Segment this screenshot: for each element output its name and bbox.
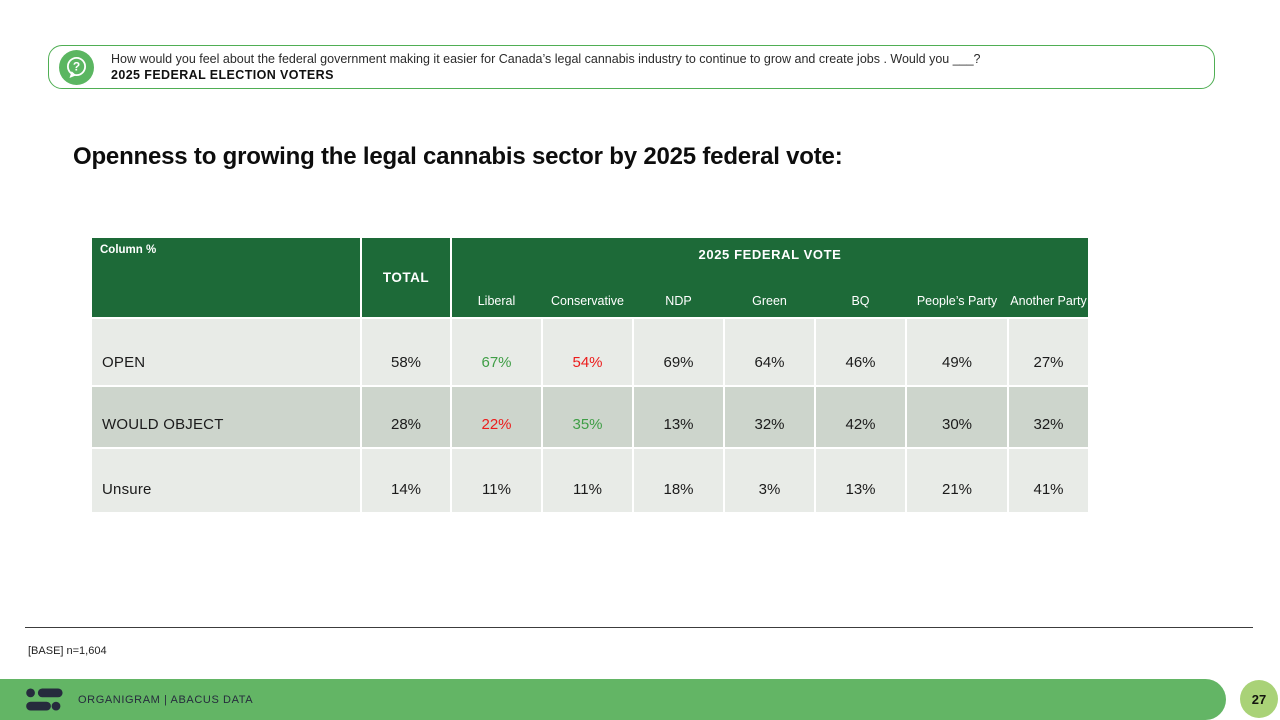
table-cell: 13%: [816, 449, 905, 512]
footer-brand: ORGANIGRAM | ABACUS DATA: [78, 693, 254, 706]
table-cell: 13%: [634, 387, 723, 447]
table-cell-total: 28%: [362, 387, 450, 447]
table-row-open: OPEN 58% 67% 54% 69% 64% 46% 49% 27%: [92, 319, 1091, 385]
table-cell: 46%: [816, 319, 905, 385]
question-audience: 2025 FEDERAL ELECTION VOTERS: [111, 67, 334, 82]
question-box: ? How would you feel about the federal g…: [48, 45, 1215, 89]
party-column-headers: Liberal Conservative NDP Green BQ People…: [452, 262, 1088, 317]
question-mark-icon: ?: [59, 50, 94, 85]
row-label: Unsure: [92, 449, 360, 512]
table-cell: 64%: [725, 319, 814, 385]
table-header: Column % TOTAL 2025 FEDERAL VOTE Liberal…: [92, 238, 1091, 317]
footnote-divider: [25, 627, 1253, 628]
column-header-bq: BQ: [851, 294, 870, 308]
table-cell: 67%: [452, 319, 541, 385]
table-cell: 27%: [1009, 319, 1088, 385]
row-label: OPEN: [92, 319, 360, 385]
table-cell: 69%: [634, 319, 723, 385]
page-title: Openness to growing the legal cannabis s…: [73, 143, 843, 170]
column-header-liberal: Liberal: [477, 294, 516, 308]
table-cell: 54%: [543, 319, 632, 385]
results-table: Column % TOTAL 2025 FEDERAL VOTE Liberal…: [92, 238, 1091, 514]
table-cell: 11%: [543, 449, 632, 512]
table-cell: 42%: [816, 387, 905, 447]
table-row-unsure: Unsure 14% 11% 11% 18% 3% 13% 21% 41%: [92, 449, 1091, 512]
column-header-green: Green: [752, 294, 787, 308]
row-label: WOULD OBJECT: [92, 387, 360, 447]
table-cell: 35%: [543, 387, 632, 447]
question-text: How would you feel about the federal gov…: [111, 51, 981, 84]
column-header-conservative: Conservative: [551, 294, 624, 308]
table-cell: 32%: [1009, 387, 1088, 447]
column-header-peoples-party: People’s Party: [916, 294, 998, 308]
vote-group-title: 2025 FEDERAL VOTE: [698, 247, 842, 262]
table-row-would-object: WOULD OBJECT 28% 22% 35% 13% 32% 42% 30%…: [92, 387, 1091, 447]
table-cell: 21%: [907, 449, 1007, 512]
question-line: How would you feel about the federal gov…: [111, 51, 981, 66]
table-cell: 18%: [634, 449, 723, 512]
table-cell: 41%: [1009, 449, 1088, 512]
footer-bar: ORGANIGRAM | ABACUS DATA: [0, 679, 1226, 720]
base-note: [BASE] n=1,604: [28, 645, 107, 657]
column-header-another-party: Another Party: [1010, 294, 1087, 308]
column-header-ndp: NDP: [665, 294, 692, 308]
table-cell-total: 58%: [362, 319, 450, 385]
abacus-logo-icon: [26, 688, 63, 711]
table-corner-label: Column %: [92, 238, 360, 317]
table-cell: 3%: [725, 449, 814, 512]
table-cell: 22%: [452, 387, 541, 447]
table-cell-total: 14%: [362, 449, 450, 512]
table-cell: 30%: [907, 387, 1007, 447]
vote-group-header: 2025 FEDERAL VOTE Liberal Conservative N…: [452, 238, 1088, 317]
page-number-badge: 27: [1240, 680, 1278, 718]
table-cell: 32%: [725, 387, 814, 447]
table-cell: 11%: [452, 449, 541, 512]
total-column-header: TOTAL: [362, 238, 450, 317]
table-cell: 49%: [907, 319, 1007, 385]
svg-text:?: ?: [73, 60, 80, 74]
